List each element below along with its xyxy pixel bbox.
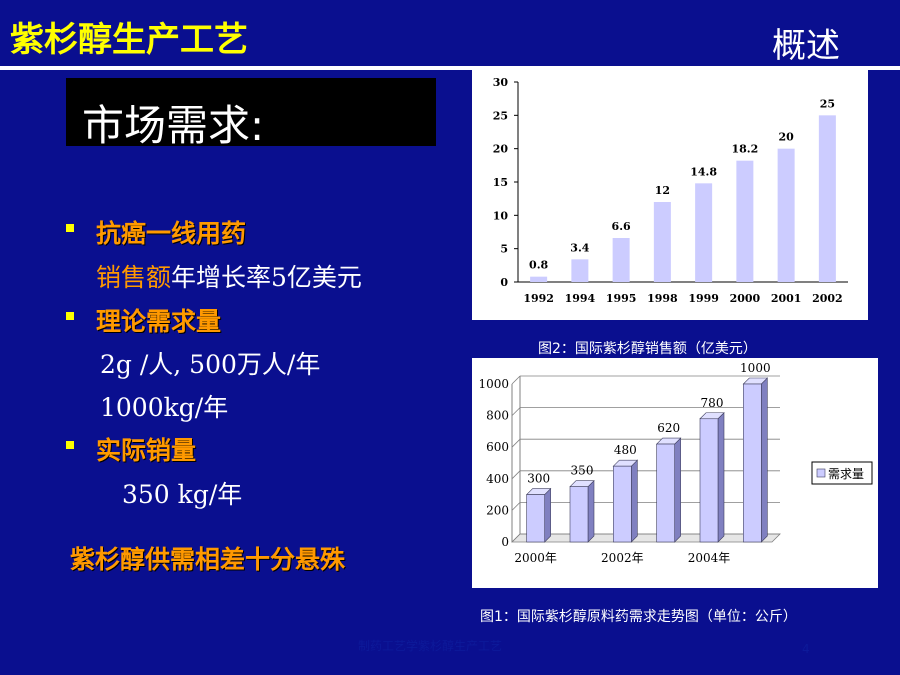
demand-total-line: 1000kg/年	[100, 393, 229, 422]
conclusion-text: 紫杉醇供需相差十分悬殊	[70, 545, 346, 574]
legend-box	[811, 461, 873, 485]
demand-data-label: 350	[571, 464, 594, 478]
gridline-side	[511, 470, 521, 480]
demand-per-person-line: 2g /人, 500万人/年	[100, 350, 321, 379]
sales-bar	[612, 238, 630, 282]
x-tick-label: 1994	[565, 292, 596, 305]
demand-data-label: 1000	[740, 361, 771, 375]
demand-bar	[699, 418, 719, 543]
sales-bar	[818, 115, 836, 282]
market-heading: 市场需求:	[82, 101, 265, 150]
bullet-actual-sales: 实际销量	[96, 436, 197, 465]
y-tick-label: 0	[500, 276, 508, 289]
bullet-anticancer: 抗癌一线用药	[96, 219, 247, 248]
sales-data-label: 0.8	[529, 259, 548, 272]
demand-bar-side	[544, 487, 551, 543]
demand-bar	[613, 465, 632, 543]
demand-chart-panel: 0 200 400 600 800 1000 300 2000年 350 480 2002年 620 7…	[472, 358, 878, 588]
y-tick-label: 200	[486, 503, 509, 517]
sales-data-label: 3.4	[570, 241, 589, 254]
y-tick-label: 1000	[478, 377, 509, 391]
bullet-square-icon	[66, 312, 74, 320]
sales-data-label: 6.6	[612, 220, 631, 233]
sales-bar	[777, 148, 795, 282]
sales-growth-text: 年增长率5亿美元	[171, 263, 362, 292]
x-tick-label: 2002	[812, 292, 843, 305]
market-heading-box	[66, 78, 436, 146]
demand-bar	[569, 486, 589, 543]
legend-swatch	[816, 468, 826, 478]
gridline-side	[511, 438, 521, 448]
slide-title: 紫杉醇生产工艺	[10, 20, 248, 60]
chart-floor	[511, 533, 781, 543]
y-tick-label: 600	[486, 440, 509, 454]
section-label: 概述	[772, 26, 840, 66]
demand-bar-side	[674, 437, 681, 543]
demand-data-label: 300	[527, 472, 550, 486]
actual-sales-line: 350 kg/年	[122, 480, 243, 509]
sales-data-label: 14.8	[690, 165, 717, 178]
x-tick-label: 1995	[606, 292, 637, 305]
y-tick-label: 800	[486, 409, 509, 423]
demand-data-label: 780	[701, 396, 724, 410]
demand-bar-side	[761, 377, 768, 543]
y-tick-label: 0	[501, 535, 509, 549]
demand-data-label: 480	[614, 443, 637, 457]
demand-bar-chart: 0 200 400 600 800 1000 300 2000年 350 480 2002年 620 7…	[478, 361, 873, 565]
bullet-theoretical-demand: 理论需求量	[96, 307, 222, 336]
sales-data-label: 18.2	[731, 143, 758, 156]
demand-bar-side	[631, 459, 638, 543]
sales-data-label: 12	[655, 184, 670, 197]
sales-growth-line: 销售额年增长率5亿美元	[96, 258, 362, 294]
sales-data-label: 20	[778, 131, 794, 144]
x-tick-label: 2000	[730, 292, 761, 305]
sales-data-label: 25	[820, 97, 835, 110]
y-tick-label: 30	[493, 76, 509, 89]
legend-label: 需求量	[828, 467, 864, 481]
sales-bar	[571, 259, 589, 282]
x-tick-label: 2004年	[688, 551, 731, 565]
demand-bar	[526, 494, 545, 543]
y-tick-label: 25	[493, 109, 508, 122]
bullet-square-icon	[66, 441, 74, 449]
page-number: 4	[802, 642, 810, 656]
gridline-side	[511, 502, 521, 511]
demand-bar-side	[717, 412, 725, 543]
sales-bar-chart: 0 5 10 15 20 25 30 0.8 1992 3.4 1994 6.6 1995 12 1998 1…	[493, 76, 848, 305]
demand-bar	[743, 383, 762, 543]
sales-chart-panel: 0 5 10 15 20 25 30 0.8 1992 3.4 1994 6.6 1995 12 1998 1…	[472, 70, 868, 320]
sales-chart-caption: 图2：国际紫杉醇销售额（亿美元）	[538, 341, 757, 357]
x-tick-label: 1998	[647, 292, 678, 305]
x-tick-label: 2000年	[514, 551, 557, 565]
demand-chart-caption: 图1：国际紫杉醇原料药需求走势图（单位：公斤）	[480, 609, 797, 625]
bullet-square-icon	[66, 224, 74, 232]
header-divider	[0, 66, 900, 70]
footer-text: 制药工艺学紫杉醇生产工艺	[358, 639, 503, 653]
x-tick-label: 2002年	[601, 551, 644, 565]
sales-highlight: 销售额	[96, 263, 172, 292]
x-tick-label: 2001	[771, 292, 802, 305]
gridline-side	[511, 533, 521, 543]
sales-bar	[695, 183, 713, 282]
demand-data-label: 620	[657, 421, 680, 435]
demand-bar-side	[587, 479, 595, 543]
sales-bar	[736, 160, 754, 282]
sales-bar	[653, 202, 671, 282]
y-tick-label: 400	[486, 472, 509, 486]
x-tick-label: 1992	[523, 292, 554, 305]
y-tick-label: 5	[500, 243, 508, 256]
gridline-side	[511, 375, 521, 385]
y-tick-label: 15	[493, 176, 508, 189]
x-tick-label: 1999	[688, 292, 719, 305]
y-tick-label: 10	[493, 209, 509, 222]
sales-bar	[530, 276, 548, 282]
demand-bar	[656, 443, 675, 543]
y-tick-label: 20	[493, 143, 509, 156]
gridline-side	[511, 407, 521, 416]
